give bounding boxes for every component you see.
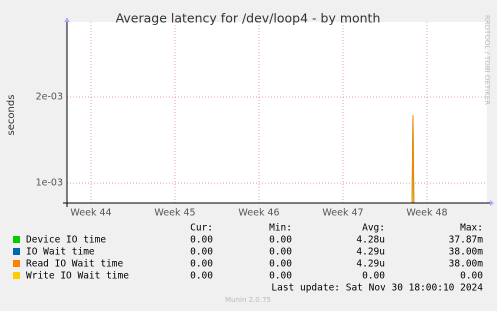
legend-value: 0.00 [269, 271, 292, 282]
legend-value: 0.00 [269, 235, 292, 246]
last-update: Last update: Sat Nov 30 18:00:10 2024 [271, 283, 483, 294]
legend-value: 4.29u [356, 259, 385, 270]
x-axis-arrow [490, 200, 494, 206]
legend-label: IO Wait time [26, 247, 95, 258]
legend-label: Read IO Wait time [26, 259, 124, 270]
legend-value: 38.00m [449, 259, 484, 270]
x-tick-label: Week 48 [406, 208, 447, 219]
chart-title: Average latency for /dev/loop4 - by mont… [116, 11, 381, 26]
legend-value: 0.00 [190, 235, 213, 246]
legend-value: 0.00 [362, 271, 385, 282]
legend-value: 0.00 [190, 271, 213, 282]
legend-value: 4.29u [356, 247, 385, 258]
legend-value: 38.00m [449, 247, 484, 258]
legend-header: Min: [269, 223, 292, 234]
legend-value: 0.00 [460, 271, 483, 282]
footer: Munin 2.0.75 [225, 296, 271, 304]
x-tick-label: Week 45 [154, 208, 195, 219]
legend-label: Device IO time [26, 235, 106, 246]
legend-value: 0.00 [190, 247, 213, 258]
legend-swatch [13, 236, 20, 243]
y-tick-label: 2e-03 [36, 91, 63, 102]
legend-header: Max: [460, 223, 483, 234]
side-text: RRDTOOL / TOBI OETIKER [483, 15, 491, 105]
legend-header: Cur: [190, 223, 213, 234]
legend-swatch [13, 272, 20, 279]
x-tick-label: Week 46 [238, 208, 279, 219]
legend-header: Avg: [362, 223, 385, 234]
legend-swatch [13, 248, 20, 255]
legend-value: 0.00 [190, 259, 213, 270]
y-tick-label: 1e-03 [36, 178, 63, 189]
y-axis-label: seconds [6, 95, 17, 136]
legend-value: 37.87m [449, 235, 484, 246]
legend-swatch [13, 260, 20, 267]
legend-value: 0.00 [269, 259, 292, 270]
legend-value: 4.28u [356, 235, 385, 246]
series-line [411, 115, 415, 203]
legend-label: Write IO Wait time [26, 271, 129, 282]
plot-area [67, 22, 487, 203]
legend-value: 0.00 [269, 247, 292, 258]
y-axis-arrow [64, 18, 70, 22]
x-tick-label: Week 44 [70, 208, 111, 219]
x-tick-label: Week 47 [322, 208, 363, 219]
